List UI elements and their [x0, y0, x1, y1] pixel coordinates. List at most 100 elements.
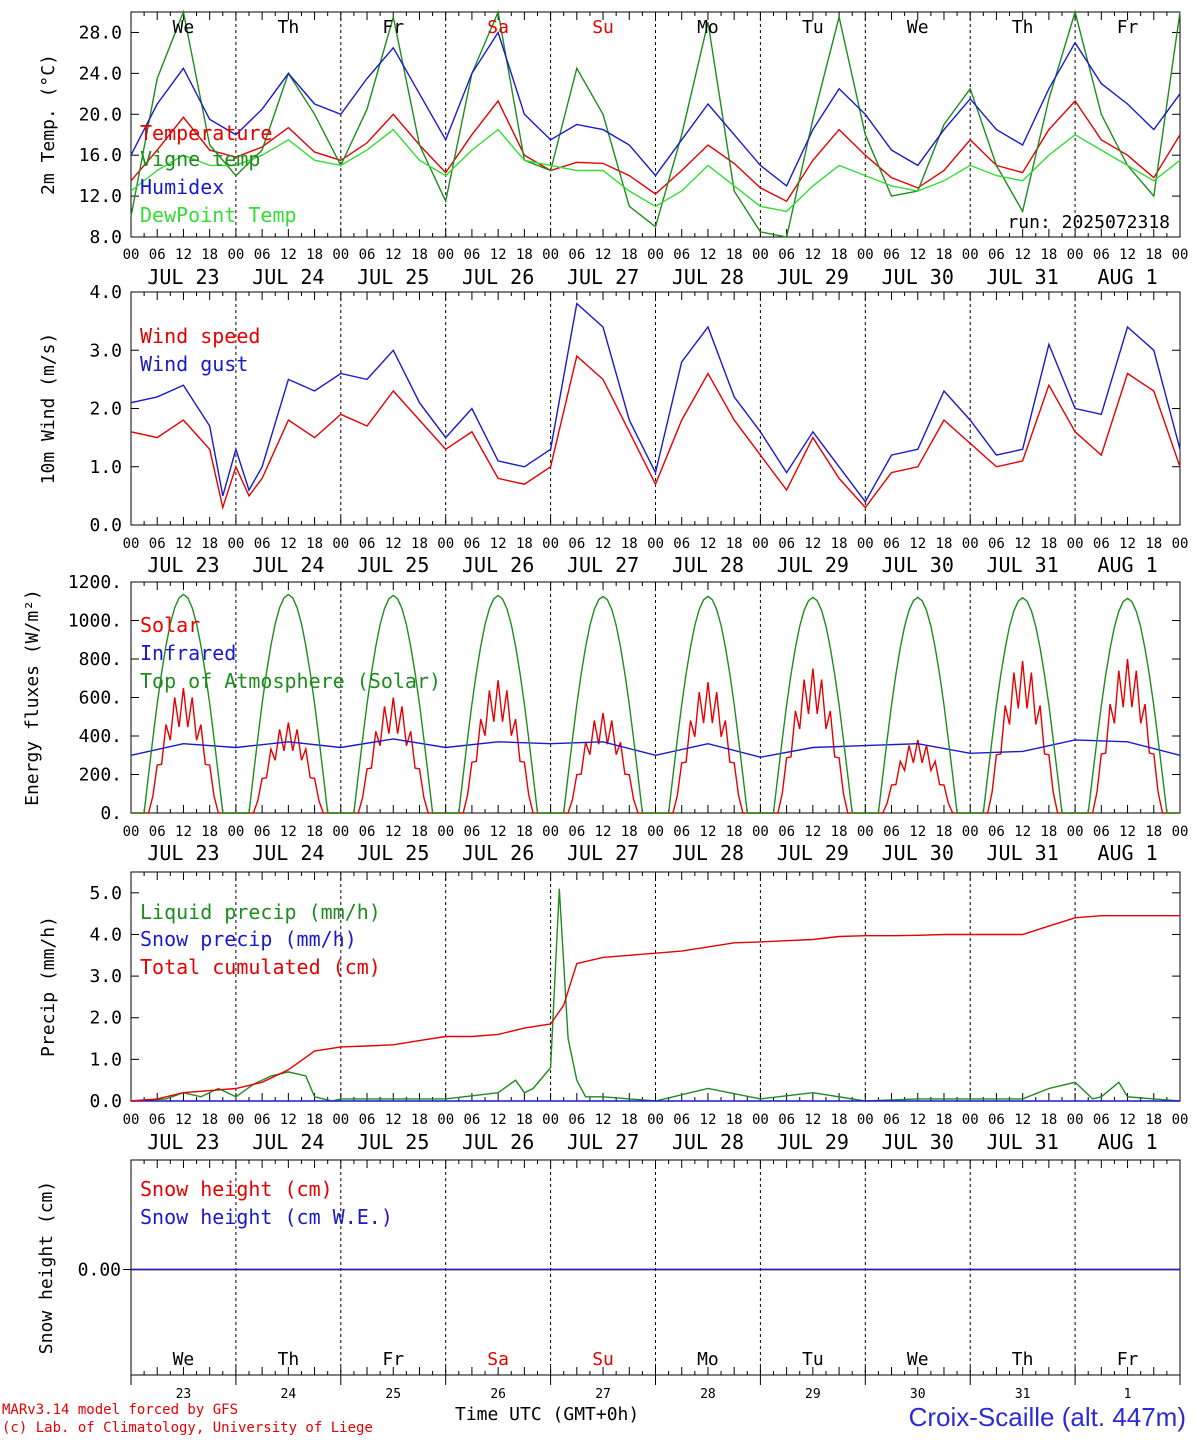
hour-tick-label: 18	[621, 247, 638, 263]
weekday-label: Mo	[697, 1349, 719, 1370]
hour-tick-label: 12	[1014, 824, 1031, 840]
series-line	[130, 302, 1181, 503]
weekday-label: Fr	[1117, 1349, 1139, 1370]
date-label: JUL 26	[462, 265, 534, 289]
weekday-label: Th	[278, 1349, 300, 1370]
hour-tick-label: 06	[254, 824, 271, 840]
hour-tick-label: 12	[595, 247, 612, 263]
hour-tick-label: 18	[936, 536, 953, 552]
y-tick-label: 400.	[79, 726, 122, 747]
time-axis-label: Time UTC (GMT+0h)	[455, 1404, 640, 1425]
hour-tick-label: 18	[306, 824, 323, 840]
y-axis-label: Precip (mm/h)	[38, 916, 59, 1057]
hour-tick-label: 06	[673, 536, 690, 552]
hour-tick-label: 00	[962, 1112, 979, 1128]
hour-tick-label: 06	[883, 247, 900, 263]
hour-tick-label: 18	[411, 536, 428, 552]
y-axis-label: 10m Wind (m/s)	[38, 333, 59, 485]
hour-tick-label: 12	[175, 1112, 192, 1128]
hour-tick-label: 12	[909, 536, 926, 552]
hour-tick-label: 06	[883, 1112, 900, 1128]
hour-tick-label: 00	[962, 824, 979, 840]
y-tick-label: 3.0	[89, 340, 122, 361]
y-tick-label: 20.0	[79, 104, 122, 125]
hour-tick-label: 06	[673, 1112, 690, 1128]
date-label: JUL 23	[147, 1130, 219, 1154]
date-label: JUL 30	[882, 841, 954, 865]
hour-tick-label: 12	[490, 247, 507, 263]
date-label: JUL 30	[882, 265, 954, 289]
hour-tick-label: 06	[254, 247, 271, 263]
hour-tick-label: 00	[1172, 1112, 1189, 1128]
hour-tick-label: 06	[1093, 824, 1110, 840]
hour-tick-label: 00	[437, 824, 454, 840]
hour-tick-label: 06	[463, 247, 480, 263]
hour-tick-label: 18	[201, 247, 218, 263]
y-tick-label: 24.0	[79, 63, 122, 84]
hour-tick-label: 06	[359, 247, 376, 263]
weekday-label: Th	[278, 17, 300, 38]
series-line	[131, 593, 1180, 814]
y-tick-label: 800.	[79, 649, 122, 670]
legend-entry: DewPoint Temp	[140, 203, 297, 227]
date-label: JUL 29	[777, 1130, 849, 1154]
legend-entry: Top of Atmosphere (Solar)	[140, 669, 441, 693]
y-tick-label: 16.0	[79, 145, 122, 166]
hour-tick-label: 00	[227, 1112, 244, 1128]
hour-tick-label: 06	[568, 536, 585, 552]
hour-tick-label: 12	[804, 1112, 821, 1128]
hour-tick-label: 12	[175, 247, 192, 263]
hour-tick-label: 12	[280, 536, 297, 552]
hour-tick-label: 00	[857, 247, 874, 263]
date-label: JUL 27	[567, 841, 639, 865]
date-label: AUG 1	[1097, 553, 1157, 577]
y-tick-label: 12.0	[79, 186, 122, 207]
hour-tick-label: 12	[595, 1112, 612, 1128]
weekday-label: Th	[1012, 1349, 1034, 1370]
hour-tick-label: 00	[1067, 247, 1084, 263]
date-label: AUG 1	[1097, 1130, 1157, 1154]
date-label: JUL 23	[147, 841, 219, 865]
y-tick-label: 4.0	[89, 924, 122, 945]
hour-tick-label: 18	[726, 247, 743, 263]
date-label: JUL 25	[357, 265, 429, 289]
hour-tick-label: 06	[988, 1112, 1005, 1128]
weekday-label: Sa	[487, 1349, 509, 1370]
y-tick-label: 600.	[79, 688, 122, 709]
date-label: JUL 29	[777, 553, 849, 577]
hour-tick-label: 18	[201, 1112, 218, 1128]
y-tick-label: 3.0	[89, 966, 122, 987]
hour-tick-label: 18	[936, 824, 953, 840]
hour-tick-label: 06	[1093, 1112, 1110, 1128]
date-label: JUL 28	[672, 841, 744, 865]
hour-tick-label: 00	[437, 1112, 454, 1128]
hour-tick-label: 12	[1014, 1112, 1031, 1128]
hour-tick-label: 12	[490, 536, 507, 552]
hour-tick-label: 18	[1040, 1112, 1057, 1128]
panel-snow	[123, 1159, 1181, 1385]
hour-tick-label: 06	[883, 824, 900, 840]
hour-tick-label: 18	[936, 1112, 953, 1128]
date-label: JUL 30	[882, 553, 954, 577]
hour-tick-label: 18	[831, 1112, 848, 1128]
hour-tick-label: 12	[595, 536, 612, 552]
y-tick-label: 1000.	[68, 611, 122, 632]
series-line	[130, 128, 1181, 213]
hour-tick-label: 18	[1145, 1112, 1162, 1128]
hour-tick-label: 18	[516, 247, 533, 263]
y-axis-label: 2m Temp. (°C)	[38, 54, 59, 195]
date-label: JUL 23	[147, 553, 219, 577]
date-label: JUL 29	[777, 265, 849, 289]
hour-tick-label: 00	[542, 247, 559, 263]
hour-tick-label: 00	[752, 824, 769, 840]
date-label: JUL 25	[357, 553, 429, 577]
date-label: JUL 25	[357, 841, 429, 865]
panel-energy	[130, 581, 1181, 814]
day-number-label: 1	[1124, 1387, 1132, 1402]
hour-tick-label: 18	[831, 536, 848, 552]
day-number-label: 27	[595, 1387, 611, 1402]
hour-tick-label: 06	[1093, 247, 1110, 263]
series-line	[130, 9, 1181, 238]
hour-tick-label: 00	[332, 536, 349, 552]
